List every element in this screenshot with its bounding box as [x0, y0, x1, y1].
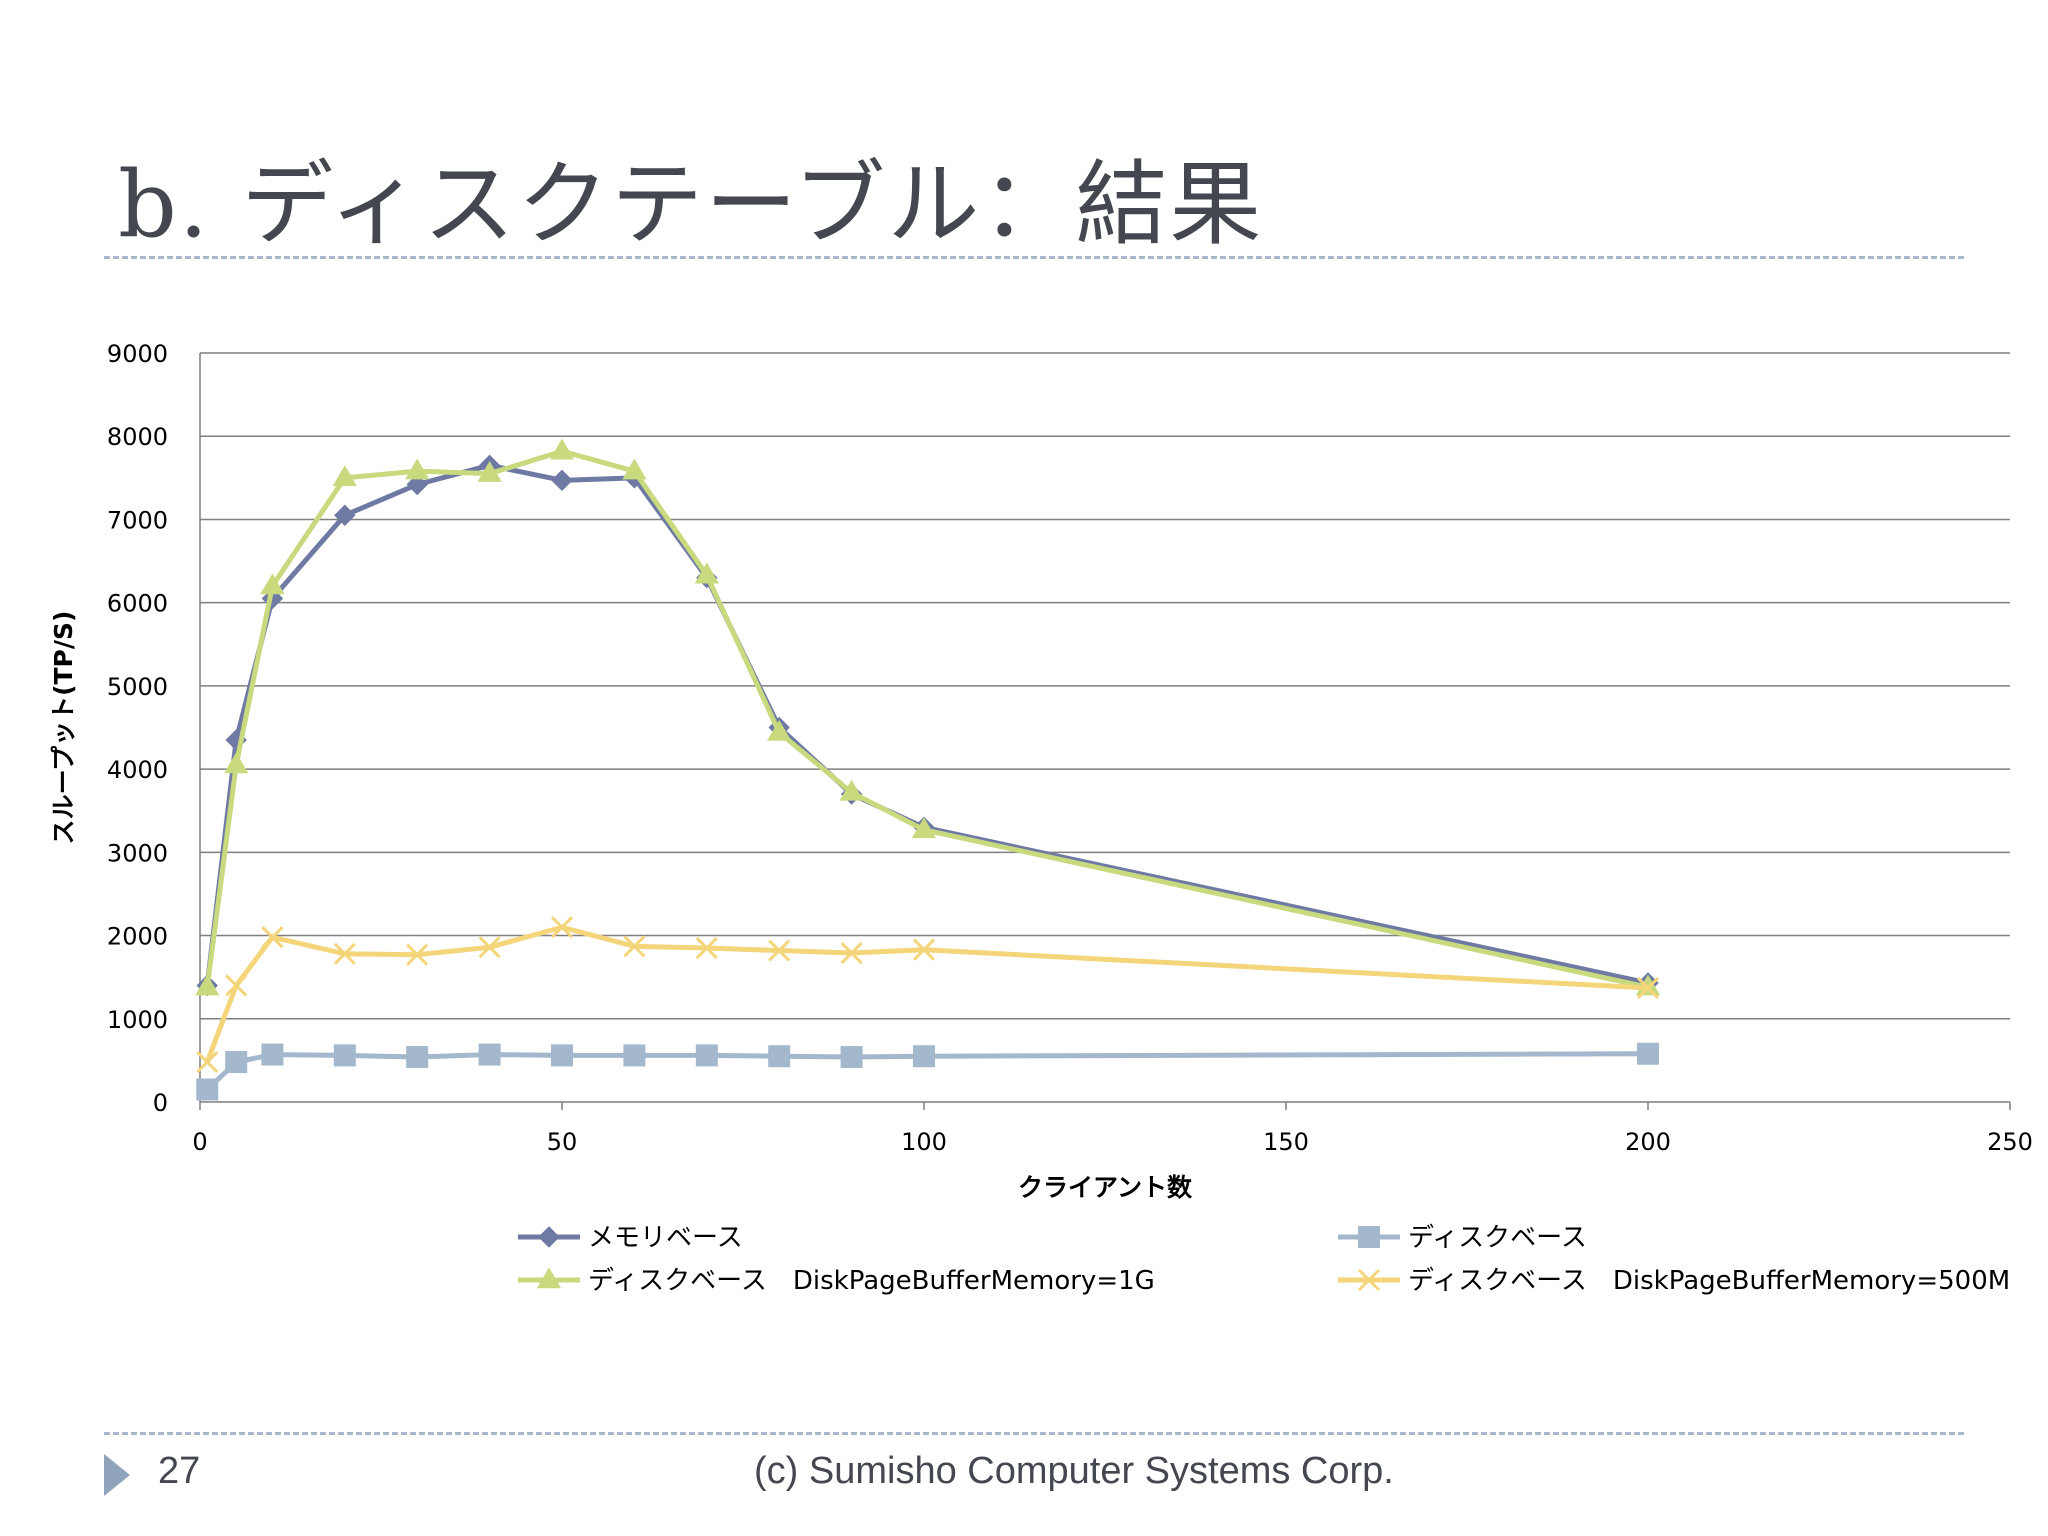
series-4-point: [406, 943, 429, 966]
play-arrow-icon: [104, 1454, 130, 1496]
y-tick-label: 5000: [107, 673, 168, 701]
series-4-point: [196, 1050, 219, 1074]
series-1-point: [334, 504, 356, 526]
series-line-3: [204, 448, 1649, 990]
y-axis-title: スループット(TP/S): [49, 611, 78, 845]
series-2-point: [1637, 1042, 1659, 1065]
x-tick-label: 250: [1987, 1128, 2033, 1156]
page-number: 27: [158, 1450, 201, 1492]
legend-swatch-marker: [538, 1226, 560, 1248]
legend-swatch-marker: [536, 1267, 562, 1289]
legend-swatch-marker: [1357, 1268, 1381, 1292]
series-4-point: [840, 941, 863, 965]
x-axis-title: クライアント数: [1018, 1173, 1193, 1202]
y-tick-label: 0: [153, 1089, 168, 1117]
series-2-point: [196, 1078, 219, 1101]
series-3-point: [224, 752, 249, 774]
legend-label: ディスクベース DiskPageBufferMemory=500M: [1408, 1266, 2010, 1296]
series-3-point: [477, 461, 502, 482]
copyright-text: (c) Sumisho Computer Systems Corp.: [754, 1450, 1394, 1492]
legend-label: ディスクベース: [1408, 1223, 1587, 1253]
series-2-point: [333, 1044, 356, 1067]
title-divider: [104, 256, 1964, 259]
x-tick-label: 50: [547, 1128, 578, 1156]
series-4-point: [768, 939, 791, 962]
legend-label: メモリベース: [588, 1223, 743, 1253]
series-2-point: [695, 1044, 718, 1067]
series-3-point: [694, 562, 719, 584]
y-tick-label: 8000: [107, 423, 168, 451]
line-chart: 0 1000 2000 3000 4000 5000 6000 7000 8000 9000 0 50…: [49, 340, 2033, 1296]
series-4-point: [333, 942, 356, 965]
series-2-point: [261, 1043, 284, 1066]
series-3-point: [622, 458, 647, 480]
series-2-point: [913, 1045, 935, 1068]
series-4-point: [550, 916, 574, 939]
y-tick-label: 4000: [107, 756, 168, 784]
series-1-point: [551, 469, 573, 492]
series-4-point: [912, 938, 936, 961]
series-3-point: [1635, 974, 1661, 996]
series-4-point: [225, 974, 248, 997]
series-4-point: [261, 926, 284, 949]
series-2-point: [478, 1043, 501, 1066]
series-3-point: [332, 465, 357, 487]
series-2-point: [225, 1051, 248, 1074]
series-3-point: [195, 974, 220, 996]
series-4-point: [1636, 976, 1660, 1000]
series-2-point: [768, 1045, 791, 1068]
series-4-point: [478, 936, 501, 959]
series-3-point: [839, 779, 864, 801]
y-tick-label: 6000: [107, 590, 168, 618]
series-4-point: [695, 936, 718, 960]
series-3-point: [911, 817, 937, 839]
x-tick-label: 200: [1625, 1128, 1671, 1156]
x-tick-label: 150: [1263, 1128, 1309, 1156]
series-3-point: [549, 438, 575, 460]
y-tick-label: 3000: [107, 839, 168, 867]
y-tick-label: 9000: [107, 340, 168, 368]
series-3-point: [260, 573, 285, 595]
y-tick-label: 2000: [107, 923, 168, 951]
series-2-point: [840, 1046, 863, 1069]
x-tick-label: 0: [192, 1128, 207, 1156]
series-2-point: [406, 1046, 429, 1069]
series-3-point: [767, 719, 792, 741]
x-tick-label: 100: [901, 1128, 947, 1156]
y-tick-label: 1000: [107, 1006, 168, 1034]
series-1-point: [406, 473, 428, 496]
series-2-point: [551, 1044, 573, 1067]
legend-swatch-marker: [1358, 1226, 1380, 1248]
series-line-1: [204, 462, 1649, 986]
series-4-point: [623, 935, 646, 958]
series-3-point: [405, 458, 430, 480]
series-2-point: [623, 1044, 646, 1067]
slide-title: b. ディスクテーブル：結果: [118, 151, 1264, 258]
legend-label: ディスクベース DiskPageBufferMemory=1G: [588, 1266, 1155, 1296]
footer-divider: [104, 1432, 1964, 1435]
y-tick-label: 7000: [107, 506, 168, 534]
